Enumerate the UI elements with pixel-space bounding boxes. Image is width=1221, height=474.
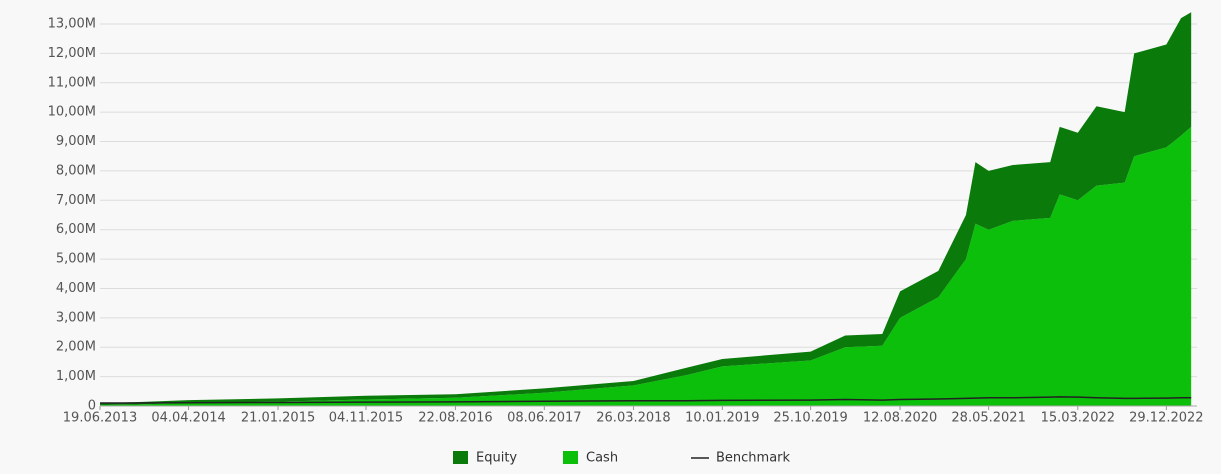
y-tick-label: 7,00M — [56, 193, 96, 208]
legend-label: Benchmark — [716, 451, 791, 466]
y-tick-label: 13,00M — [48, 16, 96, 31]
legend-label: Cash — [586, 451, 618, 466]
x-tick-label: 19.06.2013 — [63, 411, 137, 426]
y-tick-label: 0 — [88, 399, 96, 414]
area — [100, 126, 1192, 406]
line — [100, 396, 1192, 404]
y-tick-label: 10,00M — [48, 105, 96, 120]
legend-swatch — [563, 451, 578, 464]
x-tick-label: 28.05.2021 — [951, 411, 1025, 426]
y-tick-label: 9,00M — [56, 134, 96, 149]
y-tick-label: 3,00M — [56, 310, 96, 325]
x-tick-label: 04.11.2015 — [329, 411, 403, 426]
x-tick-label: 22.08.2016 — [418, 411, 492, 426]
y-tick-label: 12,00M — [48, 46, 96, 61]
y-tick-label: 5,00M — [56, 252, 96, 267]
x-tick-label: 29.12.2022 — [1129, 411, 1203, 426]
y-tick-label: 1,00M — [56, 369, 96, 384]
x-tick-label: 08.06.2017 — [507, 411, 581, 426]
x-tick-label: 25.10.2019 — [773, 411, 847, 426]
legend-swatch — [453, 451, 468, 464]
y-tick-label: 2,00M — [56, 340, 96, 355]
x-tick-label: 21.01.2015 — [241, 411, 315, 426]
area — [100, 12, 1192, 406]
legend: Equity Cash Benchmark — [453, 451, 791, 466]
y-tick-label: 6,00M — [56, 222, 96, 237]
legend-label: Equity — [476, 451, 517, 466]
x-tick-label: 10.01.2019 — [685, 411, 759, 426]
x-tick-label: 15.03.2022 — [1041, 411, 1115, 426]
x-tick-label: 26.03.2018 — [596, 411, 670, 426]
x-tick-label: 12.08.2020 — [863, 411, 937, 426]
y-tick-label: 8,00M — [56, 163, 96, 178]
x-tick-label: 04.04.2014 — [151, 411, 225, 426]
y-tick-label: 4,00M — [56, 281, 96, 296]
y-tick-label: 11,00M — [48, 75, 96, 90]
